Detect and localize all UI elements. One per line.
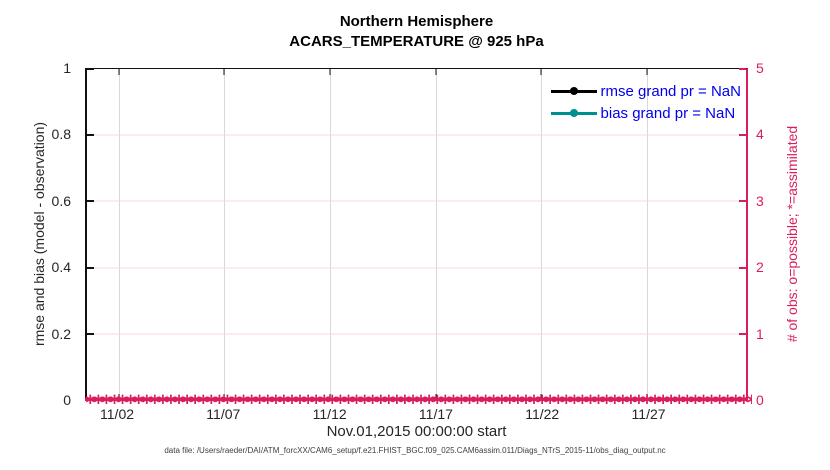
y-tick-mark bbox=[739, 68, 746, 70]
left-y-tick-label: 0.6 bbox=[51, 192, 71, 209]
y-tick-mark bbox=[87, 200, 94, 203]
x-tick-mark bbox=[223, 69, 225, 75]
x-axis-tick-labels: 11/02 11/07 11/12 11/17 11/22 11/27 bbox=[85, 404, 748, 424]
x-tick-label: 11/17 bbox=[418, 406, 453, 422]
obs-zero-marker-band: ∗∗∗∗∗∗∗∗∗∗∗∗∗∗∗∗∗∗∗∗∗∗∗∗∗∗∗∗∗∗∗∗∗∗∗∗∗∗∗∗… bbox=[84, 392, 752, 408]
plot-area: rmse grand pr = NaN bias grand pr = NaN … bbox=[84, 68, 752, 407]
rmse-marker-icon bbox=[569, 87, 578, 95]
horizontal-gridline bbox=[87, 134, 746, 136]
left-y-tick-label: 0.2 bbox=[51, 325, 71, 342]
vertical-gridline bbox=[647, 69, 649, 400]
vertical-gridline bbox=[541, 69, 543, 400]
right-y-tick-label: 2 bbox=[756, 259, 764, 276]
x-tick-label: 11/12 bbox=[312, 406, 347, 422]
x-axis-title: Nov.01,2015 00:00:00 start bbox=[326, 423, 507, 440]
right-y-tick-label: 1 bbox=[756, 325, 764, 342]
x-tick-mark bbox=[540, 69, 542, 75]
x-tick-label: 11/27 bbox=[631, 406, 666, 422]
vertical-gridline bbox=[330, 69, 332, 400]
legend-label-bias: bias grand pr = NaN bbox=[600, 104, 736, 122]
y-tick-mark bbox=[739, 134, 746, 137]
y-tick-mark bbox=[87, 332, 94, 335]
x-tick-mark bbox=[646, 394, 648, 400]
right-y-tick-label: 0 bbox=[756, 392, 764, 408]
x-axis-line bbox=[85, 398, 748, 401]
x-tick-mark bbox=[329, 394, 331, 400]
data-file-note: data file: /Users/raeder/DAI/ATM_forcXX/… bbox=[164, 446, 666, 455]
y-tick-mark bbox=[87, 68, 94, 70]
left-y-tick-label: 0 bbox=[63, 392, 71, 408]
right-y-tick-label: 4 bbox=[756, 126, 764, 143]
y-tick-mark bbox=[87, 134, 94, 137]
bias-line-sample bbox=[550, 109, 597, 117]
x-tick-mark bbox=[435, 394, 437, 400]
left-y-tick-label: 0.4 bbox=[51, 259, 71, 276]
y-tick-mark bbox=[739, 266, 746, 269]
left-axis-tick-labels: 0 0.2 0.4 0.6 0.8 1 bbox=[0, 61, 77, 407]
right-y-tick-label: 5 bbox=[756, 60, 764, 76]
x-tick-mark bbox=[223, 394, 225, 400]
x-tick-mark bbox=[118, 69, 120, 75]
right-axis-tick-labels: 0 1 2 3 4 5 bbox=[752, 61, 792, 407]
left-y-tick-label: 1 bbox=[63, 60, 71, 76]
x-tick-mark bbox=[646, 69, 648, 75]
x-tick-mark bbox=[540, 394, 542, 400]
right-y-tick-label: 3 bbox=[756, 192, 764, 209]
title-block: Northern Hemisphere ACARS_TEMPERATURE @ … bbox=[85, 12, 748, 52]
legend-item-rmse: rmse grand pr = NaN bbox=[550, 80, 741, 102]
horizontal-gridline bbox=[87, 200, 746, 202]
x-tick-label: 11/02 bbox=[100, 406, 135, 422]
y-tick-mark bbox=[87, 266, 94, 269]
left-y-tick-label: 0.8 bbox=[51, 126, 71, 143]
horizontal-gridline bbox=[87, 267, 746, 269]
legend: rmse grand pr = NaN bias grand pr = NaN bbox=[550, 80, 741, 124]
y-tick-mark bbox=[739, 332, 746, 335]
chart-title: Northern Hemisphere bbox=[339, 13, 494, 30]
vertical-gridline bbox=[224, 69, 226, 400]
x-tick-mark bbox=[118, 394, 120, 400]
x-tick-label: 11/22 bbox=[525, 406, 560, 422]
bias-marker-icon bbox=[569, 109, 578, 117]
chart-subtitle: ACARS_TEMPERATURE @ 925 hPa bbox=[289, 33, 544, 50]
vertical-gridline bbox=[118, 69, 120, 400]
rmse-line-sample bbox=[550, 87, 597, 95]
legend-label-rmse: rmse grand pr = NaN bbox=[600, 82, 741, 100]
y-tick-mark bbox=[739, 200, 746, 203]
x-tick-mark bbox=[329, 69, 331, 75]
legend-item-bias: bias grand pr = NaN bbox=[550, 102, 741, 124]
x-tick-label: 11/07 bbox=[206, 406, 241, 422]
x-tick-mark bbox=[435, 69, 437, 75]
horizontal-gridline bbox=[87, 333, 746, 335]
vertical-gridline bbox=[435, 69, 437, 400]
